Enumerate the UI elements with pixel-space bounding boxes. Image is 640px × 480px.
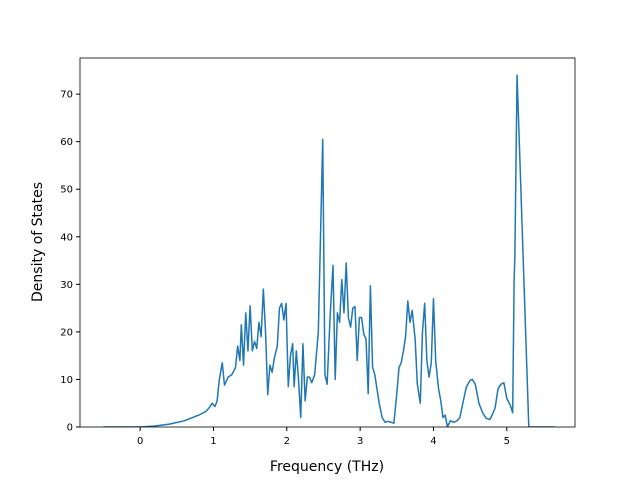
y-tick-label: 30 bbox=[60, 280, 73, 291]
x-tick-label: 0 bbox=[137, 436, 143, 447]
x-tick-label: 5 bbox=[504, 436, 510, 447]
y-axis-label: Density of States bbox=[30, 182, 46, 302]
dos-line bbox=[103, 74, 555, 427]
plot-frame bbox=[79, 57, 576, 428]
y-tick-label: 10 bbox=[60, 375, 73, 386]
x-tick-label: 3 bbox=[357, 436, 363, 447]
y-tick-label: 50 bbox=[60, 185, 73, 196]
y-tick-label: 40 bbox=[60, 232, 73, 243]
y-tick-label: 0 bbox=[67, 423, 73, 434]
x-axis-label: Frequency (THz) bbox=[270, 459, 384, 475]
y-tick-label: 20 bbox=[60, 327, 73, 338]
x-tick-label: 1 bbox=[210, 436, 216, 447]
y-tick-label: 70 bbox=[60, 90, 73, 101]
x-tick-label: 4 bbox=[430, 436, 436, 447]
x-tick-label: 2 bbox=[284, 436, 290, 447]
y-tick-label: 60 bbox=[60, 137, 73, 148]
